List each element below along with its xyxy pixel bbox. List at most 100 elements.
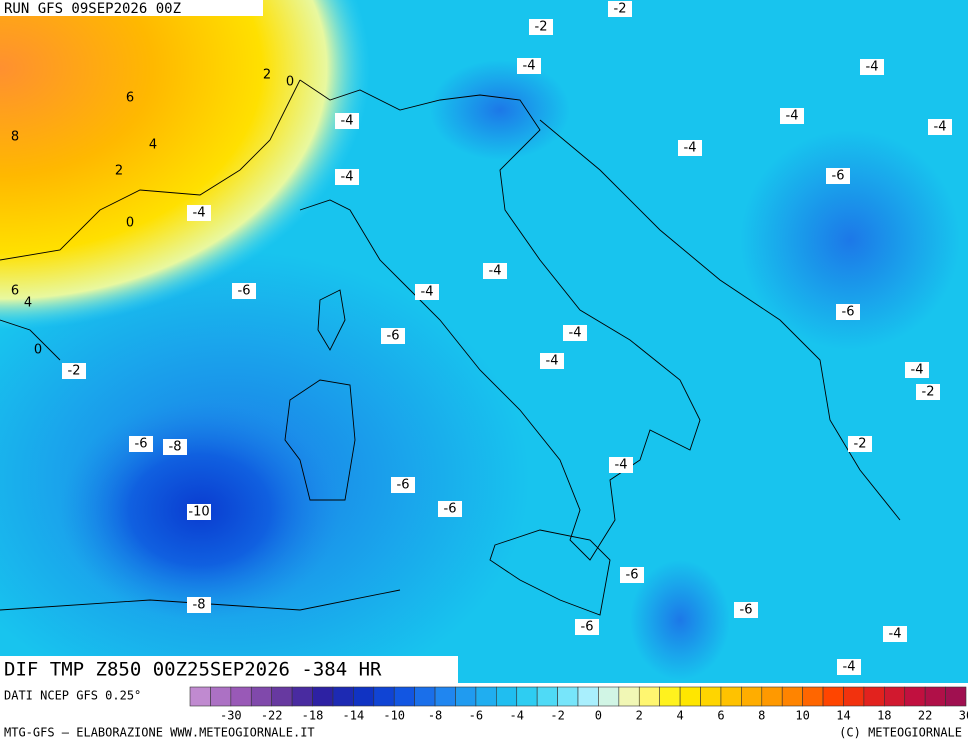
contour-label-box	[860, 59, 884, 75]
colorbar-swatch	[536, 686, 558, 707]
contour-label-box	[540, 353, 564, 369]
contour-label: -4	[843, 660, 856, 675]
colorbar-tick-label: -30	[220, 709, 242, 723]
contour-label: -4	[341, 170, 354, 185]
contour-label-box	[438, 501, 462, 517]
colorbar-tick-label: -2	[550, 709, 564, 723]
colorbar-tick-label: 0	[595, 709, 602, 723]
colorbar-swatch	[700, 686, 722, 707]
contour-label-box	[837, 659, 861, 675]
colorbar-swatch	[291, 686, 313, 707]
contour-label-box	[780, 108, 804, 124]
field-box	[0, 656, 458, 684]
contour-label-box	[928, 119, 952, 135]
contour-label-box	[129, 436, 153, 452]
contour-label: -6	[397, 478, 410, 493]
contour-label: -4	[684, 141, 697, 156]
contour-label: -4	[786, 109, 799, 124]
contour-label-box	[848, 436, 872, 452]
colorbar-swatch	[945, 686, 967, 707]
colorbar-swatch	[741, 686, 763, 707]
field-title: DIF TMP Z850 00Z25SEP2026 -384 HR	[4, 659, 382, 681]
copyright-text: (C) METEOGIORNALE	[839, 726, 962, 740]
contour-label-box	[905, 362, 929, 378]
contour-label-box	[678, 140, 702, 156]
contour-label: -6	[444, 502, 457, 517]
contour-label: -8	[169, 440, 182, 455]
contour-label-box	[826, 168, 850, 184]
contour-label-box	[391, 477, 415, 493]
colorbar-swatch	[373, 686, 395, 707]
colorbar-swatch	[353, 686, 375, 707]
colorbar-swatch	[904, 686, 926, 707]
colorbar-swatch	[618, 686, 640, 707]
contour-label: 0	[286, 75, 294, 90]
colorbar-tick-label: -6	[469, 709, 483, 723]
colorbar-tick-label: -14	[343, 709, 365, 723]
colorbar-swatch	[312, 686, 334, 707]
contour-label-box	[163, 439, 187, 455]
colorbar-tick-label: 6	[717, 709, 724, 723]
contour-label-box	[734, 602, 758, 618]
colorbar-swatch	[393, 686, 415, 707]
contour-label: -4	[911, 363, 924, 378]
colorbar-swatch	[455, 686, 477, 707]
contour-label-box	[232, 283, 256, 299]
source-text: DATI NCEP GFS 0.25°	[4, 689, 141, 703]
colorbar-swatch	[863, 686, 885, 707]
colorbar-tick-label: 30	[959, 709, 968, 723]
contour-label: -6	[387, 329, 400, 344]
contour-label: -6	[832, 169, 845, 184]
contour-label: 4	[24, 296, 32, 311]
contour-label-box	[575, 619, 599, 635]
colorbar-swatch	[496, 686, 518, 707]
contour-label-box	[608, 1, 632, 17]
contour-label: -2	[535, 20, 548, 35]
contour-label: -6	[238, 284, 251, 299]
contour-label: 0	[34, 343, 42, 358]
contour-label: -4	[489, 264, 502, 279]
contour-label: -4	[569, 326, 582, 341]
credit-text: MTG-GFS — ELABORAZIONE WWW.METEOGIORNALE…	[4, 726, 315, 740]
colorbar-swatch	[414, 686, 436, 707]
contour-label: -4	[193, 206, 206, 221]
contour-label: -2	[614, 2, 627, 17]
contour-label: -4	[421, 285, 434, 300]
contour-label-box	[836, 304, 860, 320]
contour-label: -4	[934, 120, 947, 135]
colorbar-swatch	[230, 686, 252, 707]
contour-label-box	[563, 325, 587, 341]
colorbar-tick-label: 10	[795, 709, 809, 723]
contour-label: -6	[581, 620, 594, 635]
contour-label: -6	[135, 437, 148, 452]
colorbar-swatch	[271, 686, 293, 707]
contour-label-box	[335, 169, 359, 185]
colorbar-swatch	[843, 686, 865, 707]
contour-label: 6	[11, 284, 19, 299]
colorbar-swatch	[210, 686, 232, 707]
colorbar-swatch	[189, 686, 211, 707]
contour-label: 2	[115, 164, 123, 179]
contour-label-box	[620, 567, 644, 583]
colorbar-swatch	[884, 686, 906, 707]
map-field	[0, 0, 968, 710]
contour-label: 6	[126, 91, 134, 106]
contour-label: -6	[626, 568, 639, 583]
colorbar-tick-label: 18	[877, 709, 891, 723]
colorbar-swatch	[638, 686, 660, 707]
colorbar-tick-label: 14	[836, 709, 850, 723]
contour-label: 8	[11, 130, 19, 145]
contour-label-box	[187, 205, 211, 221]
contour-label: -4	[341, 114, 354, 129]
colorbar-swatch	[761, 686, 783, 707]
contour-label-box	[415, 284, 439, 300]
colorbar-tick-label: -18	[302, 709, 324, 723]
colorbar-tick-label: -8	[428, 709, 442, 723]
coastlines	[0, 79, 901, 616]
contour-label-box	[529, 19, 553, 35]
contour-label: -4	[866, 60, 879, 75]
run-box	[0, 0, 263, 16]
contour-label: 2	[263, 68, 271, 83]
contour-label-box	[381, 328, 405, 344]
